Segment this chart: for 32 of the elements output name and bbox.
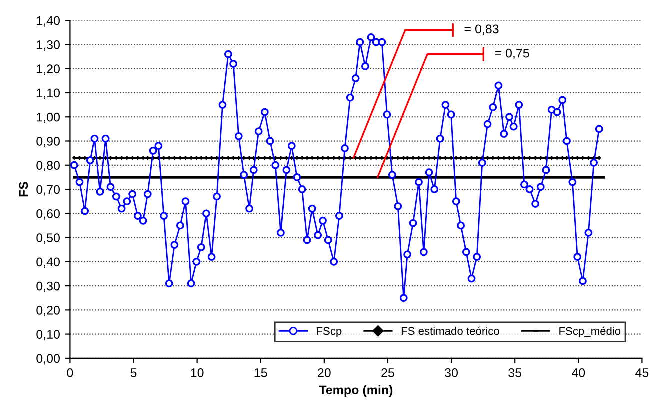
legend-label: FS estimado teórico <box>402 326 500 336</box>
x-tick-label: 25 <box>382 368 394 378</box>
x-tick-label: 0 <box>67 368 74 378</box>
y-axis-title: FS <box>19 182 28 197</box>
y-tick-label: 0,90 <box>36 137 60 148</box>
annotation: = 0,83 <box>464 24 499 36</box>
y-tick-label: 0,30 <box>36 282 60 292</box>
y-tick-label: 1,30 <box>37 40 60 51</box>
x-tick-label: 5 <box>130 368 137 378</box>
x-tick-label: 45 <box>636 368 649 378</box>
y-tick-label: 0,50 <box>36 234 60 244</box>
y-tick-label: 0,40 <box>36 258 60 268</box>
y-tick-label: 1,20 <box>37 64 60 75</box>
y-tick-label: 0,00 <box>36 354 60 365</box>
y-tick-label: 1,40 <box>37 16 60 27</box>
x-tick-label: 20 <box>318 368 331 378</box>
annotation: = 0,75 <box>495 48 530 60</box>
y-tick-label: 0,70 <box>36 185 60 196</box>
x-tick-label: 30 <box>445 368 458 378</box>
legend-label: FScp <box>317 327 342 338</box>
x-tick-label: 15 <box>254 368 268 378</box>
y-tick-label: 0,60 <box>36 209 60 220</box>
x-tick-label: 35 <box>508 368 522 378</box>
y-tick-label: 0,80 <box>36 161 60 172</box>
y-tick-label: 1,00 <box>37 112 60 124</box>
x-tick-label: 10 <box>191 368 204 378</box>
y-tick-label: 0,20 <box>36 306 60 316</box>
y-tick-label: 1,10 <box>37 88 60 100</box>
x-axis-title: Tempo (min) <box>319 385 393 398</box>
y-tick-label: 0,10 <box>36 330 60 340</box>
x-tick-label: 40 <box>572 368 586 378</box>
legend-label: FScp_médio <box>560 326 621 338</box>
